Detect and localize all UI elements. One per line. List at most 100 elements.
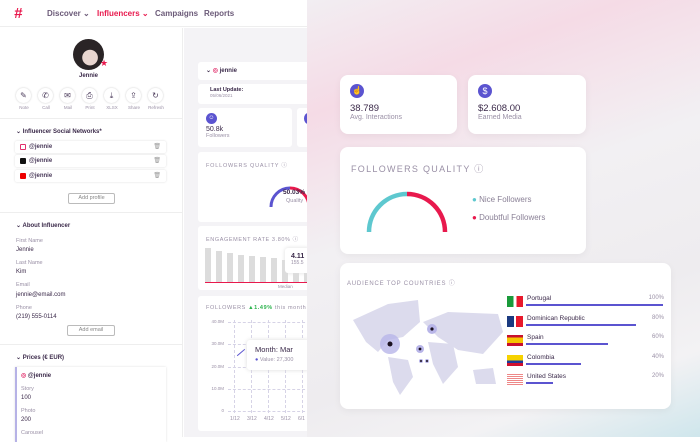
prices-title: Prices (€ EUR)	[22, 355, 65, 361]
social-row-youtube[interactable]: @jennie 🗑	[15, 170, 166, 182]
dollar-icon: $	[478, 84, 492, 98]
x-tick: 3/12	[247, 416, 257, 422]
trash-icon[interactable]: 🗑	[153, 158, 161, 164]
country-bar	[526, 362, 581, 365]
prices-toggle[interactable]: ⌄ Prices (€ EUR)	[16, 355, 65, 361]
country-percent: 40%	[651, 353, 664, 360]
last-name-value: Kim	[16, 269, 27, 275]
median-line	[205, 282, 310, 283]
xlsx-button[interactable]: ⤓ XLSX	[104, 88, 120, 110]
top-nav: # Discover ⌄ Influencers ⌄ Campaigns Rep…	[0, 0, 310, 27]
social-row-instagram[interactable]: @jennie 🗑	[15, 141, 166, 153]
quality-value: 50.03%	[283, 189, 306, 196]
country-name: Portugal	[527, 295, 552, 302]
edit-icon: ✎	[16, 88, 31, 103]
prices-box	[15, 367, 166, 442]
email-value: jennie@email.com	[16, 292, 66, 298]
nav-influencers[interactable]: Influencers ⌄	[97, 9, 149, 18]
email-label: Email	[16, 282, 30, 288]
call-label: Call	[42, 105, 50, 110]
divider	[0, 118, 183, 119]
y-tick: 10.0M	[211, 385, 224, 391]
gridline	[228, 388, 310, 390]
divider	[0, 212, 183, 213]
gridline	[228, 411, 310, 413]
mail-button[interactable]: ✉ Mail	[60, 88, 76, 110]
trash-icon[interactable]: 🗑	[153, 173, 161, 179]
instagram-icon: ◎	[21, 373, 27, 379]
prices-handle: @jennie	[27, 373, 52, 379]
followers-chart-title: FOLLOWERS ▲1.49% this month	[206, 305, 307, 311]
mail-icon: ✉	[60, 88, 75, 103]
handle: @jennie	[29, 158, 53, 164]
favorite-star-icon[interactable]: ★	[100, 58, 109, 68]
account-selector[interactable]: ⌄ ◎ jennie	[198, 62, 310, 80]
quality-label: Quality	[286, 198, 304, 204]
median-label: Median	[278, 284, 293, 289]
story-value: 100	[21, 395, 32, 401]
share-label: Share	[127, 105, 140, 110]
about-toggle[interactable]: ⌄ About Influencer	[16, 223, 71, 229]
nav-reports[interactable]: Reports	[204, 9, 235, 18]
tooltip-value: ● Value: 27,300	[255, 357, 294, 363]
add-email-button[interactable]: Add email	[67, 325, 115, 336]
note-button[interactable]: ✎ Note	[16, 88, 32, 110]
engagement-bar	[238, 255, 244, 282]
x-tick: 5/12	[281, 416, 291, 422]
interactions-label: Avg. Interactions	[350, 114, 403, 121]
refresh-icon: ↻	[148, 88, 163, 103]
logo-icon[interactable]: #	[14, 5, 23, 22]
chart-tooltip: Month: Mar ● Value: 27,300	[247, 340, 310, 370]
tooltip-title: Month: Mar	[255, 345, 293, 354]
last-name-label: Last Name	[16, 260, 43, 266]
flag-icon	[507, 315, 523, 327]
avatar[interactable]	[73, 39, 104, 70]
divider	[0, 344, 183, 345]
er-tooltip-sub: 155.5	[291, 260, 304, 266]
tiktok-icon	[20, 158, 26, 164]
handle: @jennie	[29, 144, 53, 150]
nav-discover[interactable]: Discover ⌄	[47, 9, 90, 18]
er-tooltip: 4.11 155.5	[285, 248, 310, 273]
share-button[interactable]: ⇪ Share	[126, 88, 142, 110]
trash-icon[interactable]: 🗑	[153, 144, 161, 150]
xlsx-label: XLSX	[106, 105, 118, 110]
country-bar	[526, 343, 609, 346]
gridline	[234, 320, 235, 413]
followers-label: Followers	[206, 133, 230, 139]
interactions-value: 38.789	[350, 103, 380, 114]
engagement-bar	[205, 248, 211, 282]
refresh-button[interactable]: ↻ Refresh	[148, 88, 164, 110]
quality-title: FOLLOWERS QUALITY ⓘ	[351, 164, 485, 174]
avg-interactions-card: ☝ 38.789 Avg. Interactions	[340, 75, 457, 134]
followers-icon: ☺	[206, 113, 217, 124]
y-tick: 30.0M	[211, 341, 224, 347]
flag-icon	[507, 374, 523, 386]
x-tick: 1/12	[230, 416, 240, 422]
quality-semicircle	[366, 191, 448, 233]
followers-quality-panel	[340, 147, 586, 254]
last-update: Last Update: 05/06/2021	[198, 84, 310, 104]
er-title: ENGAGEMENT RATE 3.80% ⓘ	[206, 237, 299, 243]
country-name: Colombia	[527, 353, 555, 361]
call-button[interactable]: ✆ Call	[38, 88, 54, 110]
nav-campaigns[interactable]: Campaigns	[155, 9, 199, 18]
earned-media-card: $ $2.608.00 Earned Media	[468, 75, 586, 134]
country-name: United States	[527, 373, 567, 381]
social-networks-toggle[interactable]: ⌄ Influencer Social Networks*	[16, 129, 102, 135]
country-percent: 100%	[648, 295, 664, 301]
country-percent: 60%	[651, 334, 664, 341]
mail-label: Mail	[63, 105, 73, 110]
refresh-label: Refresh	[148, 105, 164, 110]
youtube-icon	[20, 173, 26, 179]
engagement-bar	[260, 257, 266, 282]
print-button[interactable]: ⎙ Print	[82, 88, 98, 110]
social-row-tiktok[interactable]: @jennie 🗑	[15, 155, 166, 167]
profile-name: Jennie	[79, 73, 99, 79]
handle: @jennie	[29, 173, 53, 179]
add-profile-button[interactable]: Add profile	[68, 193, 115, 204]
thumb-icon: ☝	[350, 84, 364, 98]
world-map	[353, 300, 503, 395]
instagram-icon: ◎	[212, 68, 218, 74]
legend-doubtful: ● Doubtful Followers	[472, 213, 546, 222]
